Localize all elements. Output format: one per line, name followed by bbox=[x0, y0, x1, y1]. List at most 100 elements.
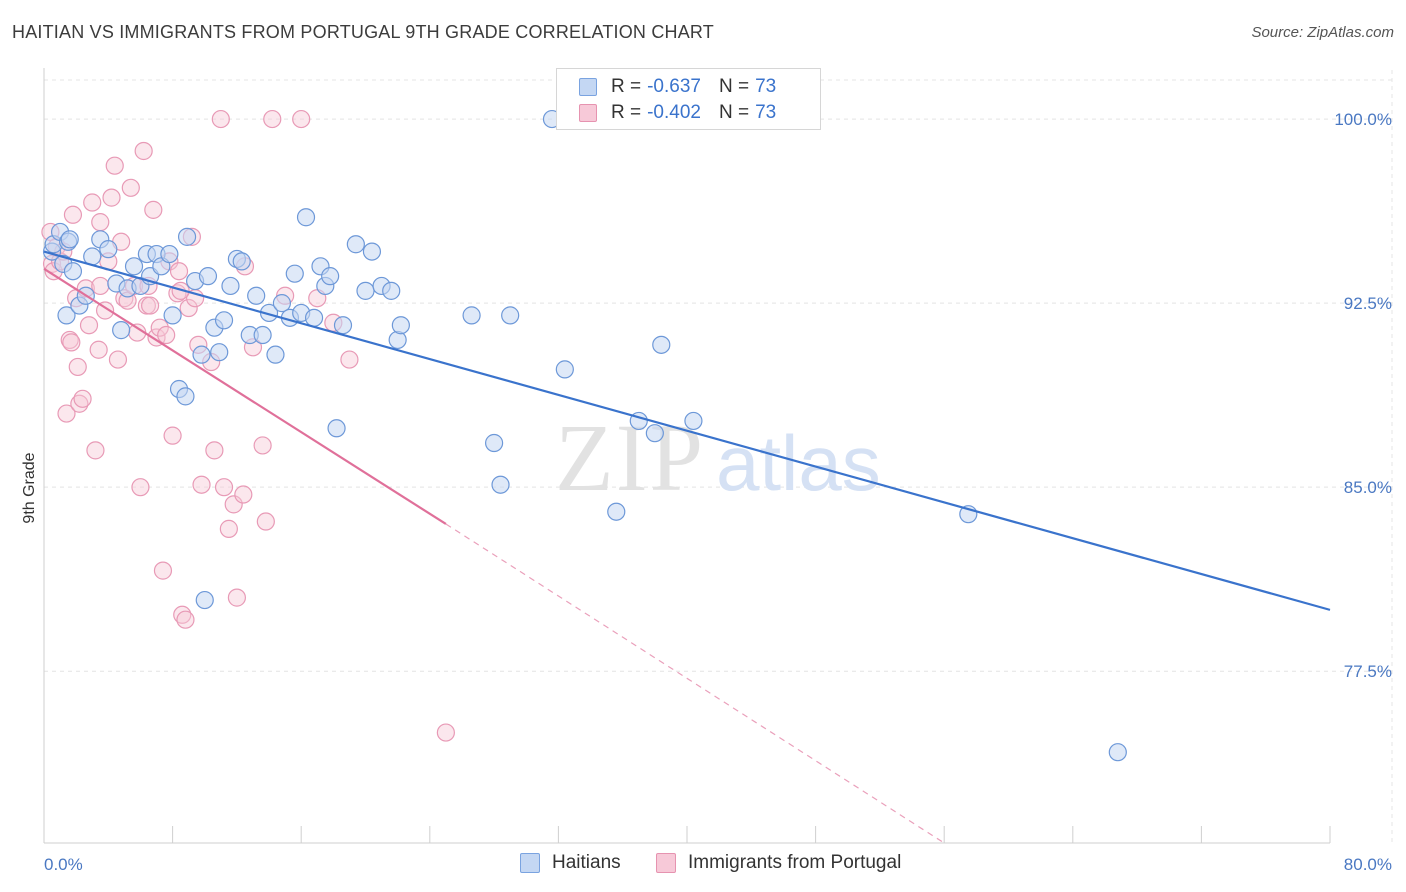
portugal-point bbox=[169, 262, 189, 281]
haitians-point bbox=[645, 424, 664, 443]
haitians-point bbox=[346, 235, 365, 254]
haitians-swatch bbox=[520, 853, 540, 873]
haitians-point bbox=[176, 387, 195, 406]
x-tick-labels: 0.0% 80.0% bbox=[44, 855, 1392, 874]
haitians-point bbox=[195, 590, 214, 610]
portugal-point bbox=[150, 318, 169, 337]
portugal-point bbox=[57, 404, 76, 423]
haitians-point bbox=[485, 433, 504, 453]
portugal-trend-extension bbox=[445, 523, 945, 844]
series-haitians-points bbox=[42, 109, 1127, 762]
haitians-point bbox=[304, 308, 324, 327]
portugal-point bbox=[340, 350, 359, 369]
watermark-atlas: atlas bbox=[716, 419, 881, 507]
source-label: Source: ZipAtlas.com bbox=[1251, 24, 1394, 41]
legend-row-portugal: R = -0.402 N = 73 bbox=[579, 101, 776, 125]
portugal-point bbox=[163, 426, 182, 445]
r-label: R = bbox=[611, 102, 642, 123]
portugal-point bbox=[211, 109, 230, 129]
portugal-point bbox=[219, 519, 238, 538]
portugal-point bbox=[131, 478, 150, 497]
haitians-point bbox=[321, 267, 340, 286]
portugal-point bbox=[256, 512, 275, 531]
portugal-point bbox=[102, 188, 121, 207]
portugal-point bbox=[227, 588, 246, 607]
portugal-point bbox=[70, 394, 89, 413]
portugal-point bbox=[95, 301, 115, 320]
portugal-point bbox=[63, 205, 83, 224]
haitians-point bbox=[253, 325, 272, 345]
haitians-point bbox=[501, 306, 520, 325]
n-label: N = bbox=[718, 102, 750, 123]
portugal-point bbox=[292, 109, 311, 129]
x-tick-label-max: 80.0% bbox=[1344, 855, 1392, 874]
legend-label-portugal: Immigrants from Portugal bbox=[688, 852, 902, 873]
haitians-point bbox=[192, 345, 211, 364]
haitians-point bbox=[232, 252, 251, 271]
chart-title: HAITIAN VS IMMIGRANTS FROM PORTUGAL 9TH … bbox=[12, 22, 715, 42]
portugal-point bbox=[89, 340, 108, 359]
haitians-point bbox=[362, 242, 382, 261]
haitians-point bbox=[356, 281, 375, 300]
haitians-point bbox=[388, 330, 407, 350]
legend-item-portugal[interactable]: Immigrants from Portugal bbox=[656, 852, 901, 874]
grid-lines bbox=[44, 70, 1393, 843]
haitians-point bbox=[210, 343, 229, 362]
haitians-point bbox=[382, 281, 401, 300]
portugal-point bbox=[105, 156, 124, 175]
portugal-point bbox=[86, 441, 105, 460]
haitians-point bbox=[555, 360, 574, 379]
portugal-point bbox=[171, 281, 190, 300]
haitians-point bbox=[99, 240, 118, 259]
portugal-point bbox=[176, 610, 195, 629]
y-tick-label: 77.5% bbox=[1344, 662, 1392, 681]
series-portugal-points bbox=[41, 109, 455, 742]
portugal-trend-line bbox=[43, 267, 447, 525]
portugal-point bbox=[253, 436, 272, 455]
haitians-point bbox=[272, 294, 292, 313]
haitians-point bbox=[63, 262, 83, 281]
haitians-point bbox=[327, 419, 346, 438]
r-value: -0.402 bbox=[647, 102, 701, 123]
trend-lines bbox=[43, 250, 1331, 844]
haitians-point bbox=[124, 257, 144, 276]
legend-item-haitians[interactable]: Haitians bbox=[520, 852, 621, 874]
r-value: -0.637 bbox=[647, 76, 701, 97]
haitians-point bbox=[607, 502, 626, 521]
portugal-point bbox=[179, 298, 198, 318]
haitians-point bbox=[60, 230, 79, 249]
portugal-point bbox=[121, 178, 140, 197]
haitians-point bbox=[266, 345, 285, 364]
r-label: R = bbox=[611, 76, 642, 97]
haitians-point bbox=[57, 306, 76, 325]
watermark-zip: ZIP bbox=[555, 404, 705, 511]
haitians-point bbox=[221, 276, 240, 296]
haitians-point bbox=[112, 321, 131, 340]
portugal-point bbox=[73, 389, 92, 408]
n-value: 73 bbox=[755, 102, 777, 123]
haitians-point bbox=[296, 208, 316, 227]
haitians-point bbox=[163, 306, 182, 325]
haitians-point bbox=[684, 411, 703, 431]
series-legend: Haitians Immigrants from Portugal bbox=[0, 852, 1406, 878]
portugal-point bbox=[79, 316, 99, 335]
portugal-point bbox=[83, 193, 102, 212]
y-tick-labels: 77.5% 85.0% 92.5% 100.0% bbox=[1334, 110, 1392, 681]
correlation-legend: R = -0.637 N = 73 R = -0.402 N = 73 bbox=[556, 68, 821, 130]
portugal-point bbox=[205, 441, 224, 460]
portugal-point bbox=[91, 276, 110, 296]
haitians-point bbox=[652, 335, 671, 354]
haitians-point bbox=[247, 286, 266, 305]
portugal-point bbox=[263, 109, 282, 129]
watermark: ZIP atlas bbox=[555, 404, 881, 511]
portugal-point bbox=[153, 561, 173, 580]
portugal-point bbox=[214, 478, 234, 497]
y-axis-label: 9th Grade bbox=[21, 452, 38, 523]
portugal-point bbox=[157, 325, 176, 345]
portugal-point bbox=[134, 141, 153, 161]
x-tick-label-min: 0.0% bbox=[44, 855, 83, 874]
n-label: N = bbox=[718, 76, 750, 97]
legend-row-haitians: R = -0.637 N = 73 bbox=[579, 75, 776, 99]
portugal-point bbox=[436, 723, 455, 742]
